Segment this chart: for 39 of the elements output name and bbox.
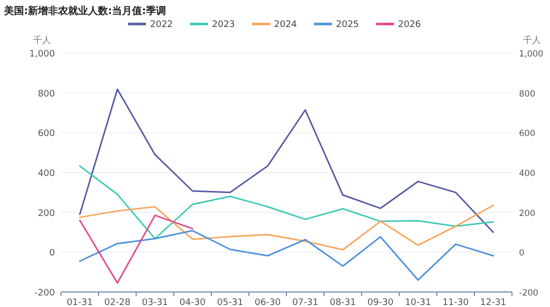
x-tick-label: 06-30 xyxy=(254,298,282,307)
line-series xyxy=(79,204,494,251)
legend-label: 2024 xyxy=(274,20,298,30)
y-tick-label: 800 xyxy=(38,89,56,100)
x-tick-label: 10-31 xyxy=(404,298,432,307)
line-series xyxy=(79,88,494,233)
chart-title: 美国:新增非农就业人数:当月值:季调 xyxy=(3,5,166,17)
y2-tick-label: 1,000 xyxy=(519,50,544,60)
x-tick-label: 04-30 xyxy=(179,298,206,307)
y-tick-label: -200 xyxy=(34,288,56,298)
y2-tick-label: 800 xyxy=(519,89,536,100)
y2-tick-label: 0 xyxy=(519,248,524,259)
y-tick-label: 400 xyxy=(38,169,56,179)
legend-label: 2023 xyxy=(212,20,235,30)
line-series xyxy=(79,230,494,281)
x-tick-label: 03-31 xyxy=(142,298,168,307)
y-tick-label: 0 xyxy=(49,248,56,259)
line-series xyxy=(79,214,194,284)
y2-tick-label: 400 xyxy=(519,169,536,179)
y-tick-label: 200 xyxy=(38,208,56,219)
x-tick-label: 08-31 xyxy=(330,298,356,307)
y2-axis-title: 千人 xyxy=(523,35,541,46)
y-tick-label: 600 xyxy=(38,129,56,140)
y2-tick-label: -200 xyxy=(519,288,538,298)
x-tick-label: 11-30 xyxy=(442,298,469,307)
y2-tick-label: 200 xyxy=(519,208,536,219)
legend-label: 2025 xyxy=(336,20,359,30)
x-tick-label: 01-31 xyxy=(66,298,93,307)
x-tick-label: 02-28 xyxy=(104,298,131,307)
x-tick-label: 09-30 xyxy=(367,298,394,307)
y-axis-title: 千人 xyxy=(33,35,51,46)
x-tick-label: 07-31 xyxy=(292,298,318,307)
legend-label: 2022 xyxy=(150,20,173,30)
y-tick-label: 1,000 xyxy=(29,50,56,60)
x-tick-label: 05-31 xyxy=(217,298,244,307)
legend-label: 2026 xyxy=(398,20,422,30)
x-tick-label: 12-31 xyxy=(480,298,506,307)
line-series xyxy=(79,165,494,240)
y2-tick-label: 600 xyxy=(519,129,536,140)
